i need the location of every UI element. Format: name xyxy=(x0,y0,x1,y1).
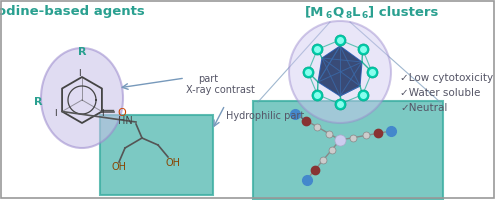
Text: R: R xyxy=(34,97,42,107)
Text: L: L xyxy=(352,5,361,19)
Text: X-ray contrast: X-ray contrast xyxy=(186,85,255,95)
Ellipse shape xyxy=(41,48,123,148)
Bar xyxy=(253,101,443,199)
Text: O: O xyxy=(117,108,125,118)
Text: 8: 8 xyxy=(345,11,351,21)
Text: ✓Low cytotoxicity: ✓Low cytotoxicity xyxy=(400,73,493,83)
Text: ] clusters: ] clusters xyxy=(368,5,438,19)
Bar xyxy=(100,115,213,195)
Text: R: R xyxy=(78,47,86,57)
Text: 6: 6 xyxy=(325,11,331,21)
Text: HN: HN xyxy=(118,116,133,126)
Text: 6: 6 xyxy=(362,11,368,21)
Text: part: part xyxy=(198,74,218,84)
Polygon shape xyxy=(318,46,362,96)
Text: OH: OH xyxy=(165,158,180,168)
Text: I: I xyxy=(78,68,80,77)
Text: I: I xyxy=(54,109,57,118)
Text: ✓Neutral: ✓Neutral xyxy=(400,103,447,113)
Text: Q: Q xyxy=(332,5,343,19)
Text: I: I xyxy=(101,109,104,118)
Ellipse shape xyxy=(289,21,391,123)
Text: ✓Water soluble: ✓Water soluble xyxy=(400,88,480,98)
Text: Hydrophilic part: Hydrophilic part xyxy=(226,111,304,121)
Text: [M: [M xyxy=(305,5,324,19)
Text: OH: OH xyxy=(112,162,127,172)
Text: Iodine-based agents: Iodine-based agents xyxy=(0,5,144,19)
